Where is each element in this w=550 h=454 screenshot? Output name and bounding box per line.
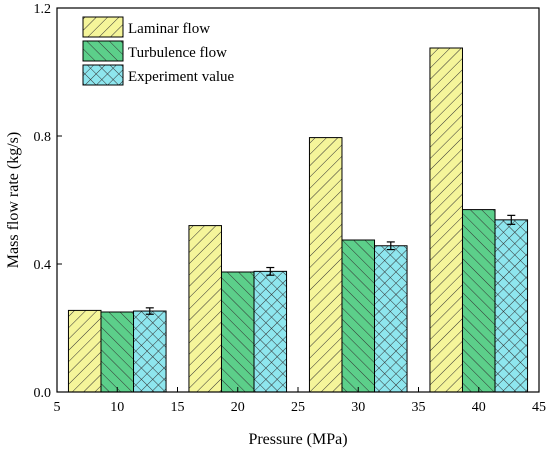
y-tick-label: 0.0 [34, 386, 52, 401]
legend-label-laminar: Laminar flow [128, 21, 210, 37]
x-tick-label: 10 [110, 400, 124, 415]
bar-experiment-40 [494, 219, 529, 393]
bar-turbulence-30 [341, 239, 376, 393]
bar-turbulence-20 [220, 271, 255, 393]
legend-label-experiment: Experiment value [128, 69, 235, 85]
bar-laminar-10 [67, 309, 102, 393]
x-tick-label: 30 [351, 400, 365, 415]
error-bar-30 [386, 241, 395, 251]
x-tick-label: 40 [472, 400, 486, 415]
error-bar-20 [266, 266, 275, 276]
legend-swatch-laminar [82, 16, 124, 38]
x-tick-label: 35 [412, 400, 426, 415]
bar-experiment-10 [133, 310, 167, 393]
legend-label-turbulence: Turbulence flow [128, 45, 227, 61]
error-bar-40 [507, 214, 516, 225]
error-bar-10 [145, 307, 154, 315]
x-tick-label: 45 [532, 400, 546, 415]
bar-turbulence-10 [100, 311, 135, 393]
bar-laminar-30 [308, 137, 343, 393]
y-axis-title: Mass flow rate (kg/s) [5, 132, 22, 268]
bars-layer [67, 47, 529, 393]
x-tick-label: 15 [171, 400, 185, 415]
x-tick-label: 20 [231, 400, 245, 415]
x-tick-label: 5 [54, 400, 61, 415]
bar-experiment-30 [374, 245, 408, 393]
legend-swatch-turbulence [82, 40, 124, 62]
x-axis: 5 10 15 20 25 30 35 40 45 [54, 387, 546, 415]
bar-experiment-20 [253, 270, 288, 393]
bar-turbulence-40 [461, 209, 496, 393]
bar-laminar-40 [429, 47, 463, 393]
x-tick-label: 25 [291, 400, 305, 415]
y-tick-label: 0.4 [34, 258, 52, 273]
error-bars-layer [145, 214, 516, 315]
y-tick-label: 0.8 [34, 130, 52, 145]
y-tick-label: 1.2 [34, 2, 52, 17]
bar-laminar-20 [188, 225, 222, 393]
y-axis: 0.0 0.4 0.8 1.2 [34, 2, 62, 401]
legend: Laminar flow Turbulence flow Experiment … [82, 16, 235, 86]
legend-swatch-experiment [82, 64, 124, 86]
x-axis-title: Pressure (MPa) [248, 431, 347, 448]
